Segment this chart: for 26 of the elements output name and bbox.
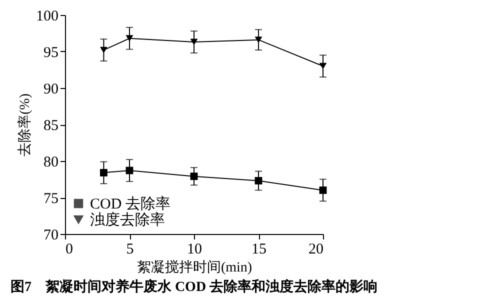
legend-label: 浊度去除率	[90, 212, 165, 228]
y-axis-title: 去除率(%)	[17, 93, 33, 156]
y-tick-label: 75	[44, 191, 58, 207]
x-tick-label: 0	[66, 242, 73, 258]
point	[190, 38, 198, 46]
y-tick-label: 80	[44, 154, 58, 170]
x-axis-title: 絮凝搅拌时间(min)	[136, 260, 252, 276]
x-tick-label: 15	[252, 242, 266, 258]
y-tick-label: 100	[36, 8, 58, 24]
point	[319, 186, 327, 194]
point	[254, 36, 262, 44]
x-tick-label: 10	[187, 242, 202, 258]
x-tick-label: 5	[126, 242, 134, 258]
point	[190, 172, 198, 180]
y-tick-label: 85	[44, 118, 58, 134]
point	[126, 35, 134, 42]
point	[319, 62, 327, 70]
y-tick-label: 90	[44, 82, 58, 98]
legend-label: COD 去除率	[90, 196, 170, 212]
caption: 图7 絮凝时间对养牛废水 COD 去除率和浊度去除率的影响	[10, 278, 378, 295]
x-tick-label: 20	[308, 242, 324, 258]
y-tick-label: 70	[44, 228, 58, 244]
point	[100, 46, 108, 54]
point	[100, 168, 108, 176]
y-tick-label: 95	[44, 45, 58, 61]
point	[254, 177, 262, 184]
